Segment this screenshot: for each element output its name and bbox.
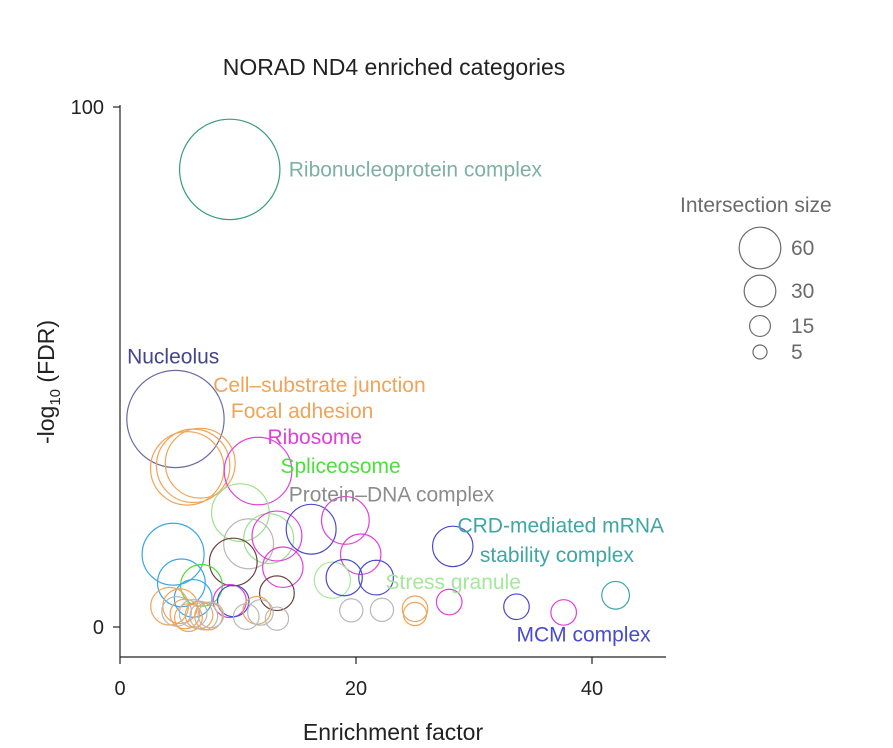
data-point-bubble	[431, 525, 474, 568]
data-point-bubble	[369, 597, 395, 623]
data-point-bubble	[189, 601, 219, 631]
y-tick-label: 0	[93, 617, 104, 639]
y-axis-title: -log10 (FDR)	[33, 320, 64, 444]
size-legend: Intersection size 60 30 15 5	[680, 194, 832, 364]
y-axis-title-subscript: 10	[47, 389, 64, 406]
category-label: Nucleolus	[127, 346, 219, 369]
category-label: Spliceosome	[280, 455, 400, 478]
data-point-bubble	[223, 518, 275, 570]
data-point-bubble	[197, 601, 225, 629]
x-tick-label: 0	[114, 678, 125, 700]
legend-size-label: 15	[791, 315, 814, 338]
category-label: Stress granule	[386, 571, 521, 594]
data-point-bubble	[178, 118, 281, 221]
data-point-bubble	[264, 606, 290, 631]
data-point-bubble	[155, 428, 231, 504]
bubbles	[126, 118, 631, 633]
data-point-bubble	[339, 533, 382, 576]
data-point-bubble	[401, 595, 429, 623]
legend-title: Intersection size	[680, 194, 832, 217]
x-axis-title: Enrichment factor	[303, 719, 484, 745]
data-point-bubble	[503, 593, 530, 621]
legend-size-circle	[752, 344, 768, 360]
data-point-bubble	[402, 601, 428, 627]
data-point-bubble	[247, 599, 274, 626]
legend-size-label: 30	[791, 280, 814, 303]
data-point-bubble	[258, 575, 295, 612]
legend-size-circle	[743, 274, 777, 308]
data-point-bubble	[313, 561, 352, 599]
data-point-bubble	[262, 546, 304, 589]
category-label: CRD-mediated mRNA	[457, 515, 664, 538]
category-label: MCM complex	[516, 623, 651, 646]
data-point-bubble	[169, 598, 201, 630]
data-point-bubble	[339, 598, 364, 623]
legend-size-label: 5	[791, 341, 803, 364]
data-point-bubble	[223, 436, 293, 506]
legend-size-label: 60	[791, 237, 814, 260]
data-point-bubble	[435, 588, 463, 616]
category-label: stability complex	[480, 544, 635, 567]
data-point-bubble	[174, 603, 203, 633]
data-point-bubble	[325, 558, 363, 597]
category-label: Ribonucleoprotein complex	[289, 158, 543, 181]
category-label: Ribosome	[268, 426, 363, 449]
y-tick-label: 100	[71, 97, 104, 119]
data-point-bubble	[126, 369, 225, 469]
data-point-bubble	[149, 431, 225, 506]
data-point-bubble	[285, 503, 337, 555]
data-point-bubble	[320, 495, 370, 545]
data-point-bubble	[208, 537, 258, 587]
x-tick-label: 20	[345, 678, 367, 700]
legend-size-circle	[748, 314, 772, 338]
data-point-bubble	[601, 580, 631, 610]
x-tick-label: 40	[581, 678, 603, 700]
data-point-bubble	[550, 599, 578, 626]
category-label: Protein–DNA complex	[289, 483, 495, 506]
axes: 0 20 40 0 100	[71, 97, 666, 700]
data-point-bubble	[251, 510, 303, 562]
legend-size-circle	[738, 226, 782, 270]
data-point-bubble	[141, 522, 205, 586]
data-point-bubble	[358, 559, 395, 596]
data-point-bubble	[210, 483, 270, 543]
category-labels: Ribonucleoprotein complex Nucleolus Cell–s…	[127, 158, 664, 646]
category-label: Focal adhesion	[231, 400, 373, 423]
chart-title: NORAD ND4 enriched categories	[223, 54, 566, 80]
data-point-bubble	[232, 603, 260, 630]
category-label: Cell–substrate junction	[213, 374, 425, 397]
data-point-bubble	[164, 427, 236, 499]
data-point-bubble	[243, 513, 295, 565]
